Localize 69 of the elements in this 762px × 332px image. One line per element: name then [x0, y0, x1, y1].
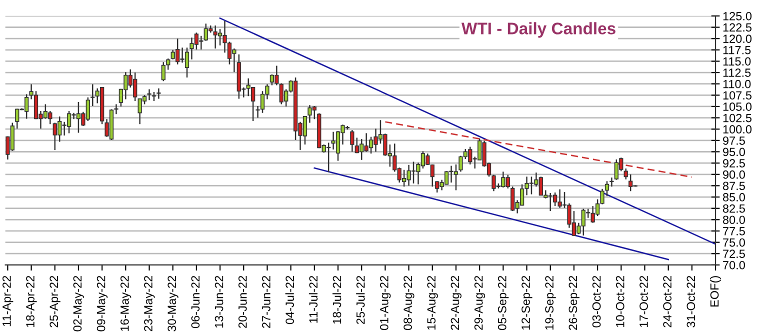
x-tick-label: 31-Oct-22 — [686, 276, 696, 328]
x-tick-label: 02-May-22 — [73, 276, 84, 332]
x-tick-label: 11-Jul-22 — [308, 276, 318, 323]
y-tick-label: 110.0 — [723, 80, 751, 88]
y-tick-label: 120.0 — [723, 34, 752, 43]
y-tick-label: 70.0 — [723, 260, 745, 270]
candlestick — [166, 58, 170, 70]
x-tick-label: 09-May-22 — [96, 276, 108, 332]
x-tick-label: 25-Jul-22 — [356, 276, 365, 324]
y-tick-label: 80.0 — [722, 216, 745, 224]
candlestick — [256, 105, 260, 118]
y-tick-label: 87.5 — [722, 182, 745, 190]
candlestick — [24, 94, 29, 120]
candlestick — [161, 61, 166, 82]
candlestick — [114, 104, 118, 115]
candlestick — [90, 84, 95, 107]
x-tick-label: 01-Aug-22 — [380, 276, 391, 330]
y-tick-label: 95.0 — [723, 148, 745, 156]
y-tick-label: 92.5 — [723, 159, 745, 168]
y-tick-label: 112.5 — [723, 68, 751, 77]
x-tick-label: 10-Oct-22 — [616, 276, 624, 327]
x-tick-label: 17-Oct-22 — [640, 276, 648, 327]
x-tick-label: 22-Aug-22 — [450, 276, 462, 330]
x-tick-label: 18-Jul-22 — [332, 276, 342, 324]
candlestick — [604, 180, 610, 197]
x-tick-label: 11-Apr-22 — [2, 276, 14, 326]
candlestick — [152, 91, 156, 102]
candlestick — [270, 74, 274, 86]
x-tick-label: 19-Sep-22 — [545, 276, 556, 330]
x-tick-label: 16-May-22 — [120, 276, 132, 331]
x-tick-label: 15-Aug-22 — [427, 276, 438, 330]
y-tick-label: 115.0 — [723, 57, 751, 66]
y-tick-label: 102.5 — [723, 114, 752, 122]
candlestick — [610, 176, 614, 188]
y-tick-label: 82.5 — [722, 204, 745, 213]
y-tick-label: 77.5 — [723, 227, 745, 236]
x-tick-label: 04-Jul-22 — [285, 276, 294, 324]
y-tick-label: 75.0 — [723, 238, 745, 247]
y-tick-label: 72.5 — [723, 250, 745, 258]
x-tick-label: 23-May-22 — [144, 276, 155, 332]
y-tick-label: 122.5 — [723, 23, 752, 32]
x-tick-label: 25-Apr-22 — [50, 276, 60, 328]
y-tick-label: 107.5 — [723, 91, 752, 100]
chart-title: WTI - Daily Candles — [461, 22, 616, 38]
candlestick — [147, 88, 152, 101]
x-tick-label: 18-Apr-22 — [26, 276, 37, 327]
x-tick-label: 05-Sep-22 — [498, 276, 509, 330]
y-tick-label: 90.0 — [723, 170, 745, 179]
x-tick-label: 08-Aug-22 — [404, 276, 414, 330]
x-tick-label: EOF() — [710, 276, 722, 307]
x-tick-label: 20-Jun-22 — [238, 276, 247, 328]
y-tick-label: 85.0 — [722, 193, 745, 202]
y-tick-label: 100.0 — [723, 125, 752, 134]
x-tick-label: 13-Jun-22 — [214, 276, 224, 328]
candlestick — [350, 129, 354, 152]
y-tick-label: 125.0 — [723, 12, 752, 20]
y-tick-label: 105.0 — [723, 102, 752, 111]
x-tick-label: 30-May-22 — [168, 276, 178, 332]
y-tick-label: 97.5 — [723, 136, 745, 145]
candlestick — [624, 168, 628, 180]
x-tick-label: 27-Jun-22 — [262, 276, 270, 328]
x-tick-label: 03-Oct-22 — [592, 276, 601, 328]
x-tick-label: 06-Jun-22 — [191, 276, 200, 328]
x-tick-label: 29-Aug-22 — [474, 276, 486, 330]
x-tick-label: 12-Sep-22 — [522, 276, 532, 330]
x-tick-label: 24-Oct-22 — [663, 276, 672, 328]
y-tick-label: 117.5 — [723, 46, 751, 54]
x-tick-label: 26-Sep-22 — [568, 276, 580, 330]
candlestick — [156, 88, 161, 100]
